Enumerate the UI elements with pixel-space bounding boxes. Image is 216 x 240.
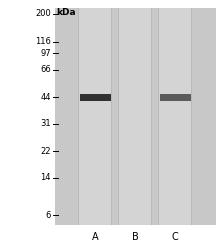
Bar	[111, 8, 112, 225]
Text: kDa: kDa	[56, 8, 76, 17]
Text: B: B	[132, 232, 138, 240]
Bar	[55, 8, 216, 225]
Text: 6: 6	[46, 210, 51, 220]
Text: 14: 14	[41, 174, 51, 182]
Text: 44: 44	[41, 92, 51, 102]
Bar	[159, 8, 192, 225]
Bar	[78, 8, 111, 225]
Text: 31: 31	[40, 120, 51, 128]
Text: 116: 116	[35, 37, 51, 47]
Text: 66: 66	[40, 66, 51, 74]
Text: 200: 200	[35, 10, 51, 18]
Text: 22: 22	[41, 146, 51, 156]
Text: A: A	[92, 232, 98, 240]
Bar	[159, 94, 191, 101]
Text: 97: 97	[40, 48, 51, 58]
Bar	[118, 8, 119, 225]
Bar	[119, 8, 151, 225]
Bar	[151, 8, 152, 225]
Bar	[78, 8, 79, 225]
Bar	[158, 8, 159, 225]
Bar	[79, 94, 111, 101]
Bar	[191, 8, 192, 225]
Text: C: C	[172, 232, 178, 240]
